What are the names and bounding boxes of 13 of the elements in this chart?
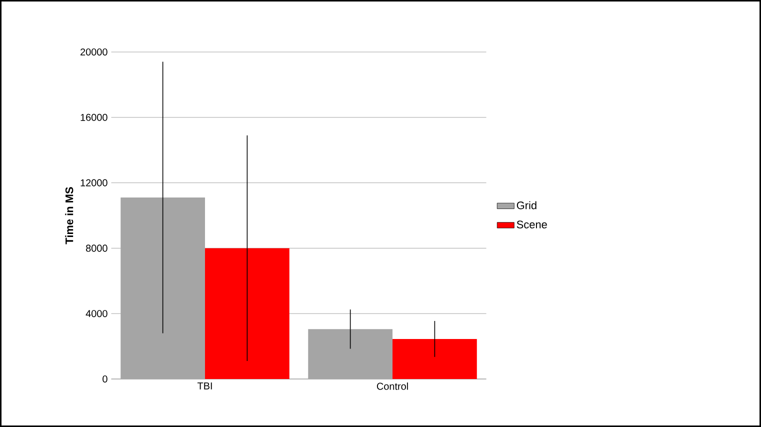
bar	[308, 329, 393, 379]
y-tick-label: 20000	[80, 48, 108, 56]
x-tick-label: Control	[376, 382, 408, 390]
y-tick-label: 12000	[80, 179, 108, 186]
bar	[392, 338, 477, 379]
legend-label: Scene	[516, 220, 547, 228]
y-tick-label: 0	[102, 375, 108, 383]
y-tick-label: 8000	[86, 244, 108, 252]
y-tick-label: 16000	[80, 114, 108, 121]
y-tick-label: 4000	[86, 310, 108, 318]
x-tick-label: TBI	[197, 382, 212, 390]
legend-label: Grid	[516, 201, 536, 210]
y-axis-title: Time in MS	[65, 187, 74, 244]
